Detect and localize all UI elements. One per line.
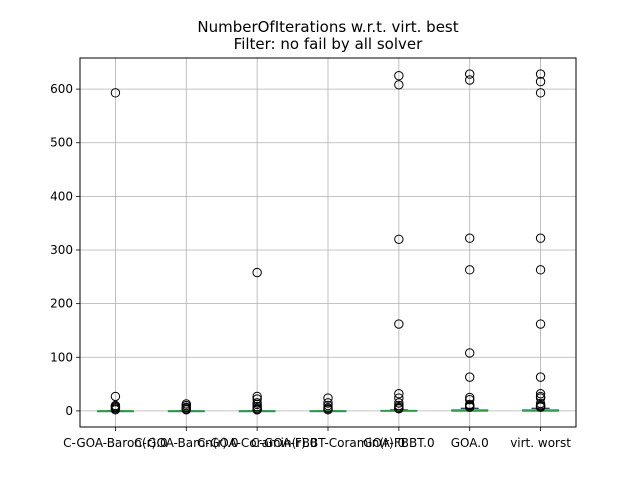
outlier-point (465, 233, 475, 243)
outlier-point (181, 405, 191, 415)
outlier-point (394, 80, 404, 90)
boxes (96, 69, 560, 415)
outlier-point (323, 398, 333, 408)
outlier-point (252, 405, 262, 415)
outlier-point (465, 69, 475, 79)
outlier-point (535, 389, 546, 399)
outlier-point (110, 391, 121, 402)
y-tick-label: 200 (50, 297, 73, 311)
grid-lines (80, 58, 576, 427)
x-tick-label: GOA-FBBT.0 (363, 436, 435, 450)
outlier-point (110, 405, 121, 415)
outlier-point (323, 393, 333, 403)
outlier-point (535, 319, 546, 329)
outlier-point (535, 265, 546, 275)
outlier-point (394, 389, 404, 399)
outlier-point (465, 402, 475, 412)
outlier-point (535, 233, 546, 243)
outlier-point (394, 70, 404, 81)
outlier-point (535, 402, 546, 412)
y-tick-label: 400 (50, 189, 73, 203)
outlier-point (323, 405, 333, 415)
outlier-point (535, 76, 546, 87)
chart-title: NumberOfIterations w.r.t. virt. best (197, 18, 458, 36)
outlier-point (465, 75, 475, 85)
y-tick-label: 100 (50, 350, 73, 364)
chart-subtitle: Filter: no fail by all solver (234, 35, 423, 53)
axes (76, 57, 577, 431)
outlier-point (394, 319, 404, 329)
x-tick-label: C-GOA-Baron(r).0 (63, 436, 167, 450)
outlier-point (465, 394, 475, 405)
outlier-point (394, 393, 404, 403)
outlier-point (394, 404, 404, 414)
x-tick-label: GOA.0 (451, 436, 489, 450)
outlier-point (465, 372, 475, 382)
outlier-point (535, 372, 546, 382)
y-tick-label: 0 (65, 404, 73, 418)
outlier-point (323, 400, 333, 411)
outlier-point (394, 234, 404, 244)
outlier-point (535, 69, 546, 79)
outlier-point (252, 267, 262, 278)
outlier-point (535, 88, 546, 98)
outlier-point (465, 265, 475, 275)
outlier-point (465, 348, 475, 358)
plot-frame (79, 57, 577, 428)
y-tick-label: 500 (50, 136, 73, 150)
outlier-point (535, 398, 546, 409)
outlier-point (252, 399, 262, 410)
tick-labels: 0100200300400500600C-GOA-Baron(r).0C-GOA… (50, 82, 571, 450)
outlier-point (252, 394, 262, 404)
y-tick-label: 600 (50, 82, 73, 96)
x-tick-label: C-GOA-Coramin(r).0 (197, 436, 317, 450)
x-tick-label: virt. worst (510, 436, 571, 450)
outlier-point (394, 398, 404, 408)
outlier-point (110, 88, 121, 98)
x-tick-label: C-GOA-FBBT-Coramin(r).0 (251, 436, 405, 450)
y-tick-label: 300 (50, 243, 73, 257)
x-tick-label: C-GOA-Baron(r).0 (134, 436, 238, 450)
